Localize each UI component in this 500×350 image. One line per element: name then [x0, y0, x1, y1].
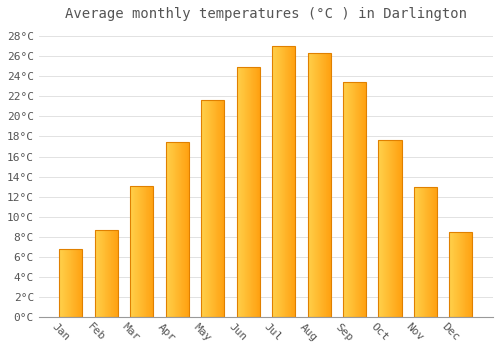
Title: Average monthly temperatures (°C ) in Darlington: Average monthly temperatures (°C ) in Da…: [65, 7, 467, 21]
Bar: [343, 82, 366, 317]
Bar: [272, 46, 295, 317]
Bar: [95, 230, 118, 317]
Bar: [130, 186, 154, 317]
Bar: [166, 142, 189, 317]
Bar: [60, 249, 82, 317]
Bar: [450, 232, 472, 317]
Bar: [308, 53, 330, 317]
Bar: [378, 140, 402, 317]
Bar: [236, 67, 260, 317]
Bar: [201, 100, 224, 317]
Bar: [414, 187, 437, 317]
